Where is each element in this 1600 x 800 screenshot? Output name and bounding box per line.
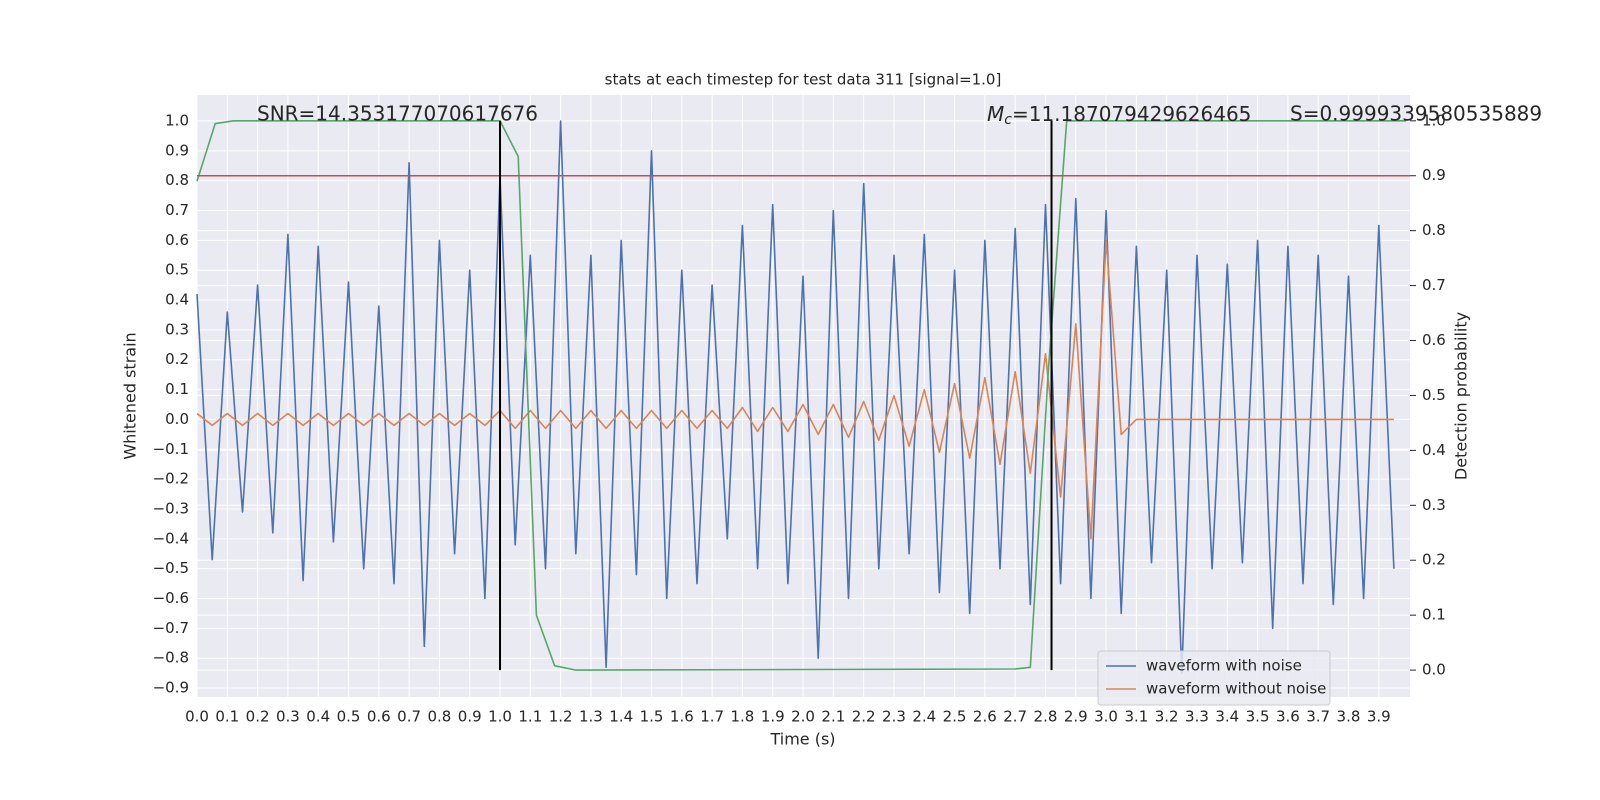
y-tick-label: 0.6 (165, 231, 189, 249)
x-tick-label: 3.9 (1367, 708, 1391, 726)
x-tick-label: 1.3 (579, 708, 603, 726)
y2-tick-label: 0.9 (1422, 166, 1446, 184)
x-tick-label: 2.9 (1064, 708, 1088, 726)
y-tick-label: −0.4 (153, 529, 189, 547)
y-tick-label: 1.0 (165, 111, 189, 129)
s-annotation: S=0.9999339580535889 (1290, 102, 1542, 126)
legend-label: waveform with noise (1146, 657, 1302, 675)
x-tick-label: 3.3 (1185, 708, 1209, 726)
x-tick-label: 3.1 (1124, 708, 1148, 726)
y-tick-label: −0.2 (153, 470, 189, 488)
x-tick-label: 3.5 (1246, 708, 1270, 726)
snr-annotation: SNR=14.353177070617676 (257, 102, 538, 126)
x-tick-label: 2.4 (912, 708, 936, 726)
x-tick-label: 0.7 (397, 708, 421, 726)
y-tick-label: −0.3 (153, 499, 189, 517)
x-tick-label: 2.7 (1003, 708, 1027, 726)
x-tick-label: 1.9 (761, 708, 785, 726)
y-tick-label: 0.3 (165, 320, 189, 338)
series-line (196, 239, 1394, 540)
y-tick-label: 0.8 (165, 171, 189, 189)
x-tick-label: 0.2 (246, 708, 270, 726)
x-tick-label: 0.3 (276, 708, 300, 726)
x-tick-label: 1.5 (640, 708, 664, 726)
y-tick-label: 0.5 (165, 261, 189, 279)
x-tick-label: 2.2 (852, 708, 876, 726)
y-axis-label: Whitened strain (121, 332, 140, 459)
marks (196, 120, 1410, 674)
y2-tick-label: 0.3 (1422, 496, 1446, 514)
legend: waveform with noise waveform without nois… (1097, 650, 1331, 706)
x-tick-label: 1.7 (700, 708, 724, 726)
mc-value: =11.187079429626465 (1012, 102, 1251, 126)
y-tick-label: −0.7 (153, 619, 189, 637)
y-tick-label: 0.4 (165, 291, 189, 309)
legend-label: waveform without noise (1146, 680, 1326, 698)
legend-box (1097, 650, 1331, 706)
x-tick-label: 3.8 (1337, 708, 1361, 726)
y-tick-label: 0.1 (165, 380, 189, 398)
y2-tick-label: 1.0 (1422, 111, 1446, 129)
y2-tick-label: 0.4 (1422, 441, 1446, 459)
x-tick-label: 2.1 (821, 708, 845, 726)
x-tick-label: 2.5 (943, 708, 967, 726)
x-tick-label: 0.9 (458, 708, 482, 726)
x-tick-label: 0.0 (185, 708, 209, 726)
y2-tick-label: 0.2 (1422, 551, 1446, 569)
x-tick-label: 0.1 (215, 708, 239, 726)
x-tick-label: 3.6 (1276, 708, 1300, 726)
x-tick-label: 1.4 (609, 708, 633, 726)
mc-subscript: c (1004, 112, 1012, 128)
mc-annotation: Mc=11.187079429626465 (987, 102, 1251, 129)
series-line (196, 120, 1395, 674)
x-tick-label: 0.8 (427, 708, 451, 726)
labels: 0.0 0.1 0.2 0.3 0.4 0.5 0.6 0.7 0.8 0.9 1.0 1.1 1.2 1… (153, 111, 1446, 725)
x-tick-label: 0.6 (367, 708, 391, 726)
y2-tick-label: 0.0 (1422, 661, 1446, 679)
x-tick-label: 3.0 (1094, 708, 1118, 726)
y-tick-label: −0.6 (153, 589, 189, 607)
y-tick-label: −0.8 (153, 649, 189, 667)
y2-tick-label: 0.1 (1422, 606, 1446, 624)
y2-tick-label: 0.8 (1422, 221, 1446, 239)
x-tick-label: 0.5 (337, 708, 361, 726)
y-tick-label: −0.9 (153, 679, 189, 697)
x-tick-label: 1.2 (549, 708, 573, 726)
x-tick-label: 1.8 (731, 708, 755, 726)
x-tick-label: 1.6 (670, 708, 694, 726)
y2-tick-label: 0.5 (1422, 386, 1446, 404)
x-tick-label: 2.6 (973, 708, 997, 726)
y-tick-label: 0.2 (165, 350, 189, 368)
x-tick-label: 3.7 (1306, 708, 1330, 726)
x-tick-label: 3.2 (1155, 708, 1179, 726)
x-tick-label: 2.3 (882, 708, 906, 726)
x-tick-label: 1.1 (518, 708, 542, 726)
x-tick-label: 2.8 (1034, 708, 1058, 726)
y2-tick-label: 0.6 (1422, 331, 1446, 349)
chart-title: stats at each timestep for test data 311… (605, 71, 1002, 89)
y2-tick-label: 0.7 (1422, 276, 1446, 294)
grid (196, 95, 1410, 697)
y-tick-label: −0.5 (153, 559, 189, 577)
mc-symbol: M (987, 102, 1004, 126)
x-tick-label: 2.0 (791, 708, 815, 726)
series-line (196, 120, 1407, 671)
y-tick-label: −0.1 (153, 440, 189, 458)
y-tick-label: 0.7 (165, 201, 189, 219)
y-tick-label: 0.0 (165, 410, 189, 428)
x-axis-label: Time (s) (769, 730, 835, 749)
y2-axis-label: Detection probability (1452, 312, 1471, 480)
x-tick-label: 0.4 (306, 708, 330, 726)
y-tick-label: 0.9 (165, 141, 189, 159)
x-tick-label: 1.0 (488, 708, 512, 726)
x-tick-label: 3.4 (1215, 708, 1239, 726)
